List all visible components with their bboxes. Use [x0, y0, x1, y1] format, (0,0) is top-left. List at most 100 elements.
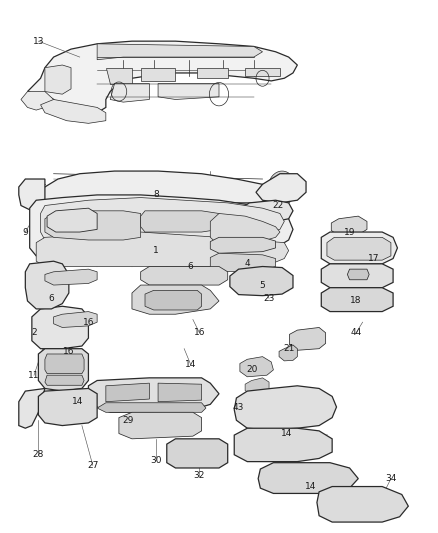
- Polygon shape: [234, 386, 336, 430]
- Polygon shape: [290, 327, 325, 350]
- Text: 2: 2: [31, 328, 37, 337]
- Text: 14: 14: [185, 360, 196, 369]
- Polygon shape: [30, 195, 293, 256]
- Text: 13: 13: [33, 37, 44, 46]
- Polygon shape: [145, 290, 201, 310]
- Text: 14: 14: [305, 482, 316, 491]
- Text: 27: 27: [87, 461, 99, 470]
- Polygon shape: [19, 179, 45, 211]
- Polygon shape: [45, 65, 71, 94]
- Polygon shape: [158, 383, 201, 402]
- Polygon shape: [321, 288, 393, 312]
- Text: 18: 18: [350, 296, 362, 305]
- Circle shape: [270, 187, 272, 190]
- Polygon shape: [210, 253, 276, 272]
- Polygon shape: [210, 237, 276, 253]
- Polygon shape: [279, 345, 297, 361]
- Polygon shape: [21, 92, 53, 110]
- Text: 43: 43: [233, 402, 244, 411]
- Circle shape: [268, 171, 296, 205]
- Polygon shape: [36, 232, 289, 266]
- Polygon shape: [41, 198, 284, 240]
- Polygon shape: [141, 266, 228, 285]
- Polygon shape: [321, 232, 397, 264]
- Text: 8: 8: [153, 190, 159, 199]
- Text: 23: 23: [263, 294, 275, 303]
- Text: 19: 19: [344, 228, 355, 237]
- Polygon shape: [45, 269, 97, 285]
- Text: 34: 34: [385, 474, 396, 483]
- Polygon shape: [234, 428, 332, 462]
- Polygon shape: [132, 285, 219, 314]
- Polygon shape: [158, 84, 219, 100]
- Text: 6: 6: [188, 262, 194, 271]
- Polygon shape: [167, 439, 228, 468]
- Text: 14: 14: [281, 429, 292, 438]
- Text: 22: 22: [272, 201, 283, 210]
- Polygon shape: [245, 68, 280, 76]
- Polygon shape: [53, 312, 97, 327]
- Text: 14: 14: [72, 397, 83, 406]
- Polygon shape: [321, 264, 393, 288]
- Text: 28: 28: [33, 450, 44, 459]
- Polygon shape: [41, 100, 106, 123]
- Circle shape: [281, 173, 283, 176]
- Text: 16: 16: [194, 328, 205, 337]
- Polygon shape: [45, 211, 141, 240]
- Polygon shape: [45, 354, 84, 374]
- Text: 1: 1: [153, 246, 159, 255]
- Circle shape: [53, 324, 63, 336]
- Polygon shape: [97, 403, 206, 413]
- Text: 4: 4: [244, 260, 250, 268]
- Polygon shape: [97, 44, 262, 60]
- Polygon shape: [106, 383, 149, 402]
- Polygon shape: [47, 208, 97, 232]
- Polygon shape: [119, 413, 201, 439]
- Text: 5: 5: [260, 280, 265, 289]
- Circle shape: [33, 292, 44, 305]
- Polygon shape: [331, 216, 367, 236]
- Polygon shape: [25, 261, 69, 309]
- Polygon shape: [210, 214, 280, 245]
- Text: 16: 16: [83, 318, 94, 327]
- Text: 17: 17: [368, 254, 379, 263]
- Polygon shape: [110, 84, 149, 102]
- Polygon shape: [256, 174, 306, 203]
- Polygon shape: [230, 266, 293, 296]
- Polygon shape: [19, 389, 45, 428]
- Polygon shape: [32, 306, 88, 349]
- Polygon shape: [197, 68, 228, 78]
- Polygon shape: [258, 463, 358, 494]
- Text: 32: 32: [194, 471, 205, 480]
- Circle shape: [47, 283, 60, 298]
- Circle shape: [273, 177, 276, 180]
- Polygon shape: [141, 68, 176, 81]
- Circle shape: [292, 187, 294, 190]
- Circle shape: [273, 196, 276, 199]
- Polygon shape: [327, 237, 391, 260]
- Polygon shape: [28, 41, 297, 115]
- Polygon shape: [45, 375, 84, 385]
- Polygon shape: [241, 200, 293, 221]
- Text: 29: 29: [122, 416, 133, 425]
- Circle shape: [289, 196, 291, 199]
- Polygon shape: [88, 378, 219, 413]
- Text: 21: 21: [283, 344, 294, 353]
- Polygon shape: [39, 349, 88, 391]
- Polygon shape: [245, 378, 269, 395]
- Polygon shape: [240, 357, 273, 377]
- Polygon shape: [106, 68, 132, 84]
- Circle shape: [32, 264, 45, 280]
- Circle shape: [281, 200, 283, 203]
- Polygon shape: [39, 389, 97, 425]
- Circle shape: [289, 177, 291, 180]
- Text: 20: 20: [246, 366, 258, 374]
- Text: 44: 44: [350, 328, 362, 337]
- Text: 6: 6: [49, 294, 54, 303]
- Text: 16: 16: [63, 347, 74, 356]
- Text: 30: 30: [150, 456, 162, 465]
- Polygon shape: [317, 487, 408, 522]
- Polygon shape: [36, 171, 284, 206]
- Polygon shape: [347, 269, 369, 280]
- Polygon shape: [141, 211, 228, 232]
